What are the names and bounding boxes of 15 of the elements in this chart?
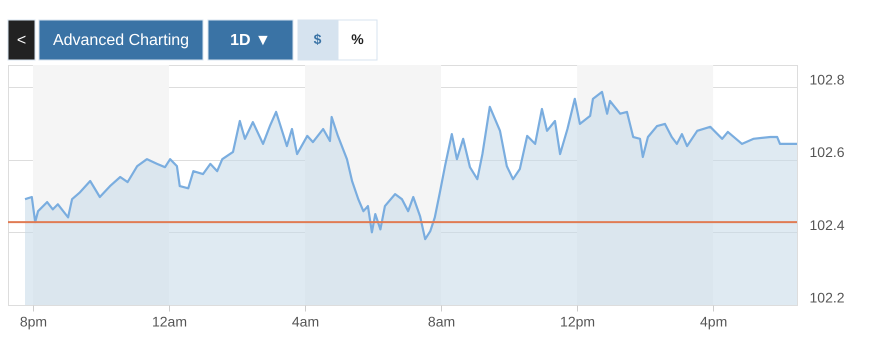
x-tick-label: 8am	[428, 314, 456, 330]
text: Advanced Charting	[52, 32, 190, 49]
x-tick-label: 4pm	[700, 314, 728, 330]
y-tick-label: 102.8	[810, 71, 845, 88]
y-tick-label: 102.2	[810, 290, 845, 306]
x-tick-label: 8pm	[20, 314, 48, 330]
text: $	[314, 31, 322, 47]
text: %	[351, 31, 364, 47]
y-tick-label: 102.6	[810, 144, 845, 160]
text: <	[16, 32, 26, 49]
x-tick-label: 4am	[292, 314, 320, 330]
x-tick-label: 12am	[152, 314, 187, 330]
text: 1D ▼	[230, 32, 271, 49]
x-tick-label: 12pm	[560, 314, 596, 330]
y-tick-label: 102.4	[810, 216, 845, 233]
